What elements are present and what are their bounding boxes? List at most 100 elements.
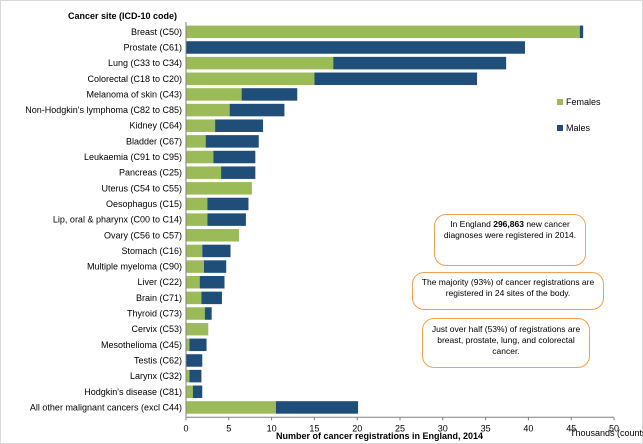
legend-swatch-males: [557, 125, 563, 131]
category-label: Lip, oral & pharynx (C00 to C14): [53, 215, 182, 225]
x-tick-label: 40: [523, 423, 533, 433]
bar-segment-females: [186, 275, 200, 289]
callout-total-prefix: In England: [450, 219, 494, 229]
category-label: Pancreas (C25): [119, 168, 182, 178]
bar-segment-males: [207, 197, 249, 211]
category-label: Larynx (C32): [130, 371, 182, 381]
bar-segment-females: [186, 229, 240, 242]
bar-segment-females: [186, 72, 315, 86]
category-labels: Breast (C50) Prostate (C61) Lung (C33 to C…: [25, 27, 182, 413]
bar-segment-females: [186, 213, 208, 226]
bar-segment-females: [186, 291, 202, 305]
category-label: Breast (C50): [131, 27, 182, 37]
bar-segment-males: [203, 260, 227, 273]
category-label: Melanoma of skin (C43): [86, 89, 182, 99]
x-axis: 0 5 10 15 20 25 30 35 40 45 50: [183, 22, 619, 433]
bar-segment-males: [207, 213, 246, 226]
category-label: Hodgkin's disease (C81): [84, 387, 182, 397]
legend-label-males: Males: [566, 123, 591, 133]
bar-segment-females: [186, 401, 276, 414]
callout-total-registrations: In England 296,863 new cancer diagnoses …: [434, 214, 586, 266]
bar-segment-males: [229, 103, 285, 117]
bar-segment-males: [204, 307, 212, 320]
category-axis-title: Cancer site (ICD-10 code): [68, 11, 177, 21]
x-tick-label: 10: [267, 423, 277, 433]
bar-segment-males: [215, 119, 264, 132]
bar-segment-males: [186, 41, 525, 54]
category-label: Colorectal (C18 to C20): [87, 74, 182, 84]
bar-segment-males: [192, 385, 203, 399]
bar-segment-females: [186, 182, 252, 195]
bar-segment-females: [186, 88, 242, 101]
category-label: Prostate (C61): [123, 42, 182, 52]
bar-segment-males: [213, 150, 256, 164]
bar-segment-males: [202, 244, 231, 258]
x-axis-title: Number of cancer registrations in Englan…: [276, 431, 483, 441]
bars-layer: [186, 25, 584, 414]
callout-majority-sites: The majority (93%) of cancer registratio…: [412, 272, 604, 310]
category-label: Lung (C33 to C34): [108, 58, 182, 68]
category-label: All other malignant cancers (excl C44): [30, 402, 182, 412]
category-label: Brain (C71): [136, 293, 182, 303]
callout-total-suffix: new cancer diagnoses were registered in …: [443, 219, 577, 240]
bar-segment-females: [186, 307, 205, 320]
bar-segment-females: [186, 369, 190, 383]
bar-segment-males: [205, 135, 259, 148]
x-tick-label: 30: [438, 423, 448, 433]
bar-segment-females: [186, 385, 193, 399]
legend-label-females: Females: [566, 97, 601, 107]
category-label: Cervix (C53): [131, 324, 182, 334]
category-label: Leukaemia (C91 to C95): [84, 152, 182, 162]
category-label: Liver (C22): [137, 277, 182, 287]
x-tick-label: 45: [566, 423, 576, 433]
callout-top-four: Just over half (53%) of registrations ar…: [422, 318, 590, 368]
bar-segment-males: [579, 25, 584, 39]
category-label: Bladder (C67): [126, 136, 182, 146]
bar-segment-males: [241, 88, 298, 101]
bar-segment-males: [333, 56, 507, 70]
x-tick-label: 20: [352, 423, 362, 433]
callout-majority-text: The majority (93%) of cancer registratio…: [421, 277, 595, 298]
callout-top-four-text: Just over half (53%) of registrations ar…: [431, 324, 581, 356]
bar-segment-females: [186, 322, 209, 336]
bar-segment-females: [186, 25, 580, 39]
x-tick-label: 15: [309, 423, 319, 433]
bar-segment-males: [275, 401, 359, 414]
bar-segment-females: [186, 166, 222, 179]
x-axis-unit: Thousands (counts): [570, 428, 643, 438]
bar-segment-females: [186, 338, 190, 352]
callout-total-number: 296,863: [493, 219, 524, 229]
category-label: Mesothelioma (C45): [101, 340, 182, 350]
bar-segment-females: [186, 260, 204, 273]
bar-segment-females: [186, 103, 230, 117]
bar-segment-females: [186, 244, 203, 258]
x-tick-label: 5: [226, 423, 231, 433]
bar-segment-males: [189, 338, 207, 352]
x-tick-label: 50: [609, 423, 619, 433]
category-label: Multiple myeloma (C90): [87, 262, 182, 272]
bar-segment-females: [186, 56, 334, 70]
category-label: Stomach (C16): [121, 246, 182, 256]
x-tick-label: 0: [183, 423, 188, 433]
category-label: Non-Hodgkin's lymphoma (C82 to C85): [25, 105, 182, 115]
category-label: Ovary (C56 to C57): [104, 230, 182, 240]
category-label: Thyroid (C73): [127, 309, 182, 319]
category-label: Kidney (C64): [129, 121, 182, 131]
bar-segment-males: [201, 291, 222, 305]
category-label: Oesophagus (C15): [106, 199, 182, 209]
bar-segment-males: [221, 166, 256, 179]
bar-segment-males: [199, 275, 225, 289]
bar-segment-females: [186, 135, 206, 148]
bar-segment-females: [186, 197, 208, 211]
bar-segment-females: [186, 150, 214, 164]
legend-swatch-females: [557, 99, 563, 105]
bar-segment-males: [189, 369, 202, 383]
legend: Females Males: [557, 97, 601, 133]
category-label: Uterus (C54 to C55): [101, 183, 182, 193]
x-tick-label: 25: [395, 423, 405, 433]
bar-segment-females: [186, 119, 216, 132]
bar-segment-males: [314, 72, 478, 86]
bar-segment-males: [186, 354, 203, 367]
x-tick-label: 35: [481, 423, 491, 433]
